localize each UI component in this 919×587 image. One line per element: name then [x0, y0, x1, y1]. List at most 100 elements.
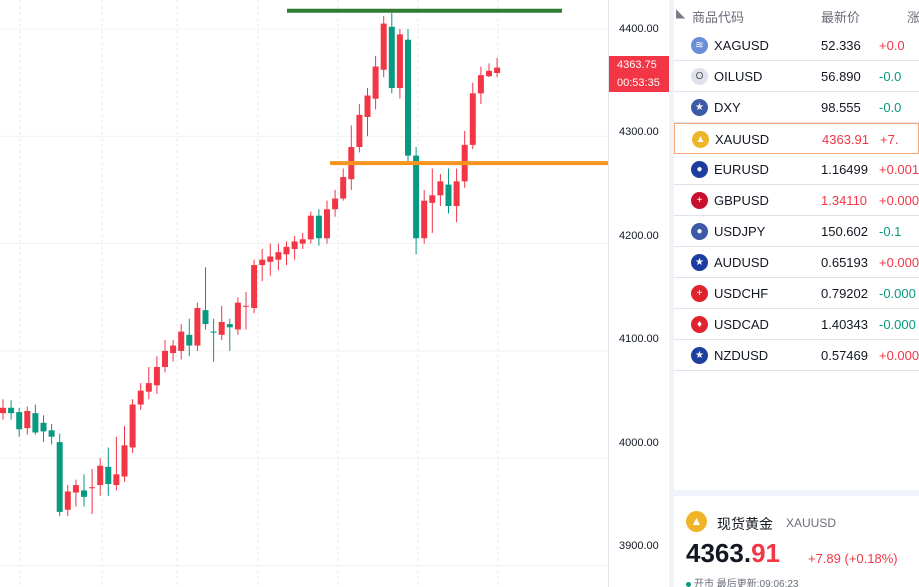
- watchlist-change: +7.: [880, 132, 899, 147]
- candle-body: [421, 200, 428, 239]
- watchlist-symbol: USDJPY: [714, 224, 766, 239]
- candle-body: [32, 413, 39, 433]
- candle-body: [332, 198, 339, 210]
- candle-body: [56, 442, 63, 512]
- uk-flag-icon: +: [691, 192, 708, 209]
- watchlist-change: -0.0: [879, 100, 902, 115]
- candle-body: [445, 184, 452, 207]
- candle-body: [283, 246, 290, 255]
- market-status-label: 开市: [694, 579, 714, 587]
- watchlist-row-usdcad[interactable]: ♦ USDCAD 1.40343 -0.000: [674, 309, 919, 340]
- price-axis[interactable]: 4400.00 4300.00 4200.00 4100.00 4000.00 …: [608, 0, 669, 587]
- candle-body: [40, 422, 47, 432]
- candle-body: [16, 412, 23, 430]
- candle-body: [153, 367, 160, 386]
- watchlist-row-oilusd[interactable]: O OILUSD 56.890 -0.0: [674, 61, 919, 92]
- candle-body: [477, 75, 484, 94]
- watchlist-symbol: XAUUSD: [715, 132, 770, 147]
- candle-body: [162, 350, 168, 368]
- candle-body: [380, 23, 387, 70]
- us-flag-icon: ★: [691, 99, 708, 116]
- candle-body: [469, 93, 476, 145]
- watchlist-row-usdchf[interactable]: + USDCHF 0.79202 -0.000: [674, 278, 919, 309]
- market-open-dot: [686, 581, 691, 587]
- watchlist-symbol: AUDUSD: [714, 255, 769, 270]
- candle-body: [251, 265, 258, 308]
- watchlist-row-dxy[interactable]: ★ DXY 98.555 -0.0: [674, 92, 919, 123]
- candle-body: [178, 331, 185, 351]
- watchlist-last-price: 4363.91: [822, 132, 869, 147]
- candle-body: [105, 466, 112, 484]
- watchlist-change: -0.000: [879, 317, 916, 332]
- watchlist-symbol: DXY: [714, 100, 741, 115]
- watchlist-row-eurusd[interactable]: ● EURUSD 1.16499 +0.001: [674, 154, 919, 185]
- candlestick-chart[interactable]: [0, 0, 608, 587]
- watchlist-symbol: GBPUSD: [714, 193, 769, 208]
- watchlist-row-gbpusd[interactable]: + GBPUSD 1.34110 +0.000: [674, 185, 919, 216]
- watchlist-change: +0.0: [879, 38, 905, 53]
- watchlist-last-price: 52.336: [821, 38, 861, 53]
- us-flag-icon: ●: [691, 223, 708, 240]
- candle-body: [267, 256, 274, 262]
- watchlist-change: -0.0: [879, 69, 902, 84]
- candle-body: [372, 66, 379, 99]
- watchlist-symbol: EURUSD: [714, 162, 769, 177]
- candle-body: [307, 215, 314, 240]
- candle-body: [81, 490, 87, 497]
- candle-body: [259, 259, 266, 266]
- watchlist-symbol: NZDUSD: [714, 348, 769, 363]
- candle-body: [453, 181, 460, 207]
- chart-pane[interactable]: [0, 0, 608, 587]
- gold-icon: ▲: [692, 131, 709, 148]
- column-header-last[interactable]: 最新价: [821, 10, 861, 25]
- candle-body: [356, 114, 363, 148]
- eu-flag-icon: ●: [691, 161, 708, 178]
- watchlist-panel: ◣ 商品代码 最新价 涨 ≋ XAGUSD 52.336 +0.0 O OILUSD 56.…: [674, 0, 919, 490]
- candle-body: [89, 487, 96, 489]
- candle-body: [121, 445, 128, 477]
- watchlist-row-audusd[interactable]: ★ AUDUSD 0.65193 +0.000: [674, 247, 919, 278]
- silver-icon: ≋: [691, 37, 708, 54]
- candle-body: [0, 407, 6, 414]
- symbol-ticker[interactable]: XAUUSD: [786, 516, 837, 530]
- candle-body: [64, 491, 71, 510]
- candle-body: [186, 334, 193, 346]
- candle-body: [170, 345, 177, 354]
- candle-body: [113, 474, 120, 486]
- candle-body: [210, 331, 217, 333]
- last-price-fraction: 91: [751, 538, 780, 568]
- candle-body: [437, 181, 444, 196]
- candle-body: [234, 302, 241, 330]
- candle-body: [48, 430, 55, 437]
- watchlist-change: -0.000: [879, 286, 916, 301]
- candle-body: [396, 34, 403, 88]
- candle-body: [97, 465, 104, 486]
- price-tick-label: 4200.00: [619, 230, 659, 242]
- watchlist-last-price: 0.79202: [821, 286, 868, 301]
- watchlist-header: ◣ 商品代码 最新价 涨: [674, 0, 919, 30]
- collapse-icon[interactable]: ◣: [676, 6, 686, 20]
- bar-countdown: 00:53:35: [617, 77, 660, 89]
- watchlist-last-price: 0.65193: [821, 255, 868, 270]
- oil-icon: O: [691, 68, 708, 85]
- watchlist-row-nzdusd[interactable]: ★ NZDUSD 0.57469 +0.000: [674, 340, 919, 371]
- au-flag-icon: ★: [691, 254, 708, 271]
- price-tick-label: 4300.00: [619, 126, 659, 138]
- column-header-change[interactable]: 涨: [907, 10, 919, 25]
- candle-body: [218, 321, 225, 335]
- column-header-symbol[interactable]: 商品代码: [692, 10, 745, 25]
- watchlist-last-price: 56.890: [821, 69, 861, 84]
- watchlist-symbol: XAGUSD: [714, 38, 769, 53]
- watchlist-row-usdjpy[interactable]: ● USDJPY 150.602 -0.1: [674, 216, 919, 247]
- watchlist-row-xagusd[interactable]: ≋ XAGUSD 52.336 +0.0: [674, 30, 919, 61]
- watchlist-row-xauusd[interactable]: ▲ XAUUSD 4363.91 +7.: [674, 123, 919, 154]
- candle-body: [226, 324, 233, 328]
- watchlist-symbol: OILUSD: [714, 69, 763, 84]
- panel-divider[interactable]: [669, 0, 674, 587]
- candle-body: [405, 39, 411, 156]
- last-updated: 最后更新:09:06:23: [716, 579, 799, 587]
- watchlist-change: +0.001: [879, 162, 919, 177]
- price-tick-label: 4400.00: [619, 23, 659, 35]
- watchlist-last-price: 0.57469: [821, 348, 868, 363]
- watchlist-change: +0.000: [879, 348, 919, 363]
